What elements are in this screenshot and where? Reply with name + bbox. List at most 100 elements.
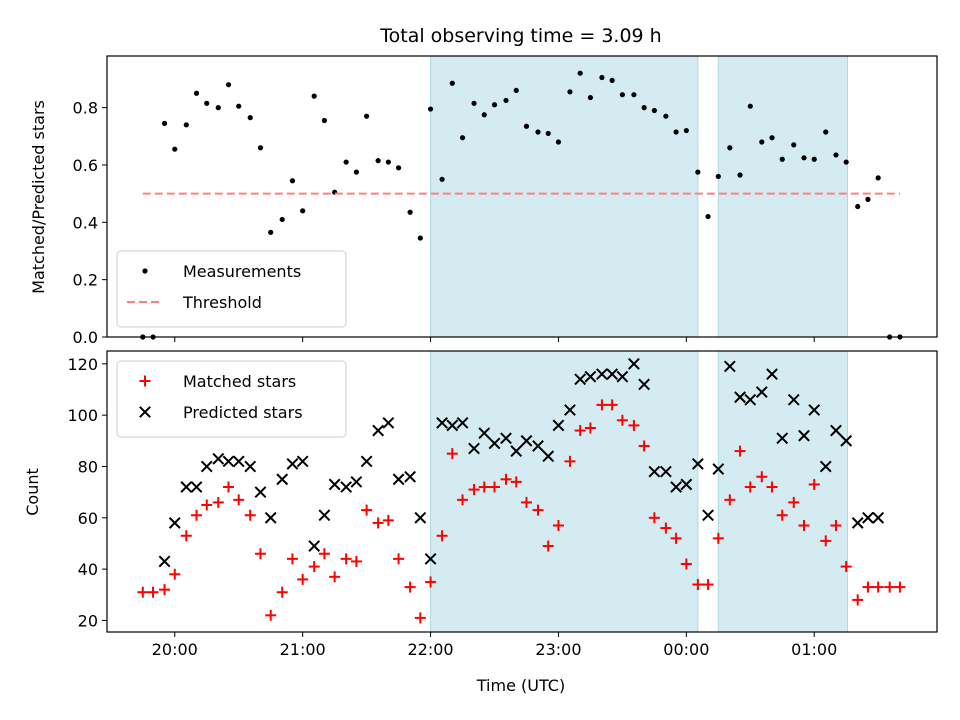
legend-label: Matched stars — [183, 372, 296, 391]
measurements-point — [482, 112, 487, 117]
measurements-point — [322, 118, 327, 123]
measurements-point — [865, 197, 870, 202]
measurements-point — [705, 214, 710, 219]
measurements-point — [599, 75, 604, 80]
measurements-point — [268, 230, 273, 235]
measurements-point — [344, 159, 349, 164]
measurements-point — [833, 152, 838, 157]
bottom-legend: Matched stars Predicted stars — [117, 361, 346, 437]
top-legend: Measurements Threshold — [117, 251, 346, 327]
x-tick-label: 21:00 — [280, 640, 326, 659]
measurements-point — [674, 129, 679, 134]
measurements-point — [280, 217, 285, 222]
measurements-point — [801, 155, 806, 160]
measurements-point — [248, 115, 253, 120]
x-tick-label: 22:00 — [408, 640, 454, 659]
x-tick-label: 00:00 — [663, 640, 709, 659]
measurements-point — [407, 210, 412, 215]
measurements-point — [471, 101, 476, 106]
measurements-point — [396, 165, 401, 170]
measurements-point — [844, 159, 849, 164]
top-y-axis-label: Matched/Predicted stars — [29, 100, 48, 294]
y-tick-label: 0.2 — [73, 271, 98, 290]
measurements-point — [652, 108, 657, 113]
measurements-point — [492, 102, 497, 107]
measurements-point — [364, 114, 369, 119]
shaded-interval-1 — [431, 56, 698, 337]
y-tick-label: 0.0 — [73, 328, 98, 347]
measurements-point — [812, 157, 817, 162]
measurements-point — [535, 129, 540, 134]
measurements-point — [631, 92, 636, 97]
measurements-point — [556, 139, 561, 144]
y-tick-label: 120 — [67, 355, 98, 374]
measurements-point — [300, 208, 305, 213]
measurements-point — [823, 129, 828, 134]
measurements-point — [791, 142, 796, 147]
measurements-point — [578, 71, 583, 76]
measurements-point — [439, 177, 444, 182]
measurements-point — [450, 81, 455, 86]
measurements-point — [716, 174, 721, 179]
bottom-shaded-intervals — [431, 351, 848, 632]
measurements-point — [216, 105, 221, 110]
measurements-point — [514, 88, 519, 93]
measurements-point — [684, 128, 689, 133]
bottom-y-axis-label: Count — [23, 468, 42, 516]
measurements-point — [418, 235, 423, 240]
y-tick-label: 20 — [78, 611, 98, 630]
shaded-interval-1 — [431, 351, 698, 632]
measurements-point — [567, 89, 572, 94]
measurements-point — [610, 78, 615, 83]
y-tick-label: 0.6 — [73, 156, 98, 175]
measurements-point — [258, 145, 263, 150]
y-tick-label: 60 — [78, 509, 98, 528]
x-tick-label: 20:00 — [152, 640, 198, 659]
legend-label: Predicted stars — [183, 403, 303, 422]
measurements-point — [226, 82, 231, 87]
measurements-point — [780, 157, 785, 162]
measurements-point — [184, 122, 189, 127]
measurements-point — [354, 170, 359, 175]
y-tick-label: 0.8 — [73, 99, 98, 118]
measurements-point — [620, 92, 625, 97]
measurements-point — [503, 98, 508, 103]
measurements-point — [194, 91, 199, 96]
measurements-point — [460, 135, 465, 140]
measurements-point — [748, 104, 753, 109]
top-shaded-intervals — [431, 56, 848, 337]
figure: Total observing time = 3.09 h 0.0 0.2 0.4 0… — [0, 0, 960, 720]
measurements-point — [312, 94, 317, 99]
chart-title: Total observing time = 3.09 h — [379, 25, 661, 47]
measurements-point — [546, 131, 551, 136]
measurements-point — [727, 145, 732, 150]
measurements-point — [876, 175, 881, 180]
measurements-point — [588, 95, 593, 100]
measurements-point — [376, 158, 381, 163]
shaded-interval-2 — [718, 351, 847, 632]
measurements-point — [290, 178, 295, 183]
x-tick-label: 23:00 — [535, 640, 581, 659]
measurements-point — [855, 204, 860, 209]
y-tick-label: 40 — [78, 560, 98, 579]
measurements-point — [759, 139, 764, 144]
x-axis-label: Time (UTC) — [476, 676, 565, 695]
y-tick-label: 0.4 — [73, 213, 98, 232]
measurements-point — [204, 101, 209, 106]
measurements-point — [737, 172, 742, 177]
legend-label: Measurements — [183, 262, 301, 281]
measurements-point — [386, 159, 391, 164]
measurements-point — [236, 104, 241, 109]
measurements-point — [695, 170, 700, 175]
shaded-interval-2 — [718, 56, 847, 337]
legend-swatch — [142, 268, 147, 273]
measurements-point — [172, 147, 177, 152]
measurements-point — [642, 105, 647, 110]
measurements-point — [769, 135, 774, 140]
measurements-point — [162, 121, 167, 126]
legend-label: Threshold — [182, 293, 262, 312]
y-tick-label: 80 — [78, 457, 98, 476]
x-tick-label: 01:00 — [791, 640, 837, 659]
measurements-point — [663, 114, 668, 119]
measurements-point — [428, 106, 433, 111]
